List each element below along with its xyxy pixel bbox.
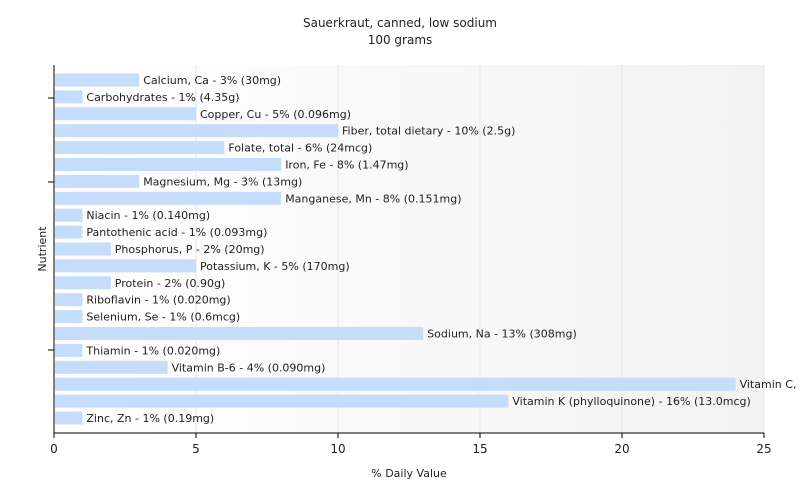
bar-label: Zinc, Zn - 1% (0.19mg): [86, 412, 214, 425]
bar-label: Magnesium, Mg - 3% (13mg): [143, 175, 302, 188]
bar-label: Copper, Cu - 5% (0.096mg): [200, 108, 351, 121]
bar: [55, 310, 83, 324]
bar: [55, 107, 196, 121]
bar-label: Phosphorus, P - 2% (20mg): [115, 243, 265, 256]
bar: [55, 141, 225, 155]
bar-label: Fiber, total dietary - 10% (2.5g): [342, 125, 515, 138]
bar: [55, 73, 140, 87]
bar-label: Vitamin B-6 - 4% (0.090mg): [172, 361, 326, 374]
bar-label: Thiamin - 1% (0.020mg): [85, 344, 220, 357]
bar: [55, 191, 282, 205]
bar-label: Vitamin K (phylloquinone) - 16% (13.0mcg…: [512, 395, 750, 408]
bar-label: Niacin - 1% (0.140mg): [86, 209, 210, 222]
bar-label: Manganese, Mn - 8% (0.151mg): [285, 192, 461, 205]
bar: [55, 158, 282, 171]
bar: [55, 259, 196, 273]
bar: [55, 327, 424, 340]
bar-label: Potassium, K - 5% (170mg): [200, 260, 350, 273]
bar: [55, 360, 168, 374]
x-tick-label: 0: [50, 442, 58, 456]
bar-label: Pantothenic acid - 1% (0.093mg): [86, 226, 267, 239]
axes: 0 5 10 15 20 25: [48, 65, 772, 456]
chart-subtitle: 100 grams: [368, 33, 433, 47]
bars: Calcium, Ca - 3% (30mg) Carbohydrates - 1…: [55, 73, 800, 425]
bar: [55, 124, 338, 138]
x-tick-label: 25: [756, 442, 771, 456]
bar: [55, 343, 83, 357]
bar-label: Riboflavin - 1% (0.020mg): [86, 294, 230, 307]
x-tick-label: 20: [614, 442, 629, 456]
bar-label: Vitamin C, total ascorbic acid - 24% (14…: [740, 378, 800, 391]
bar: [55, 90, 83, 104]
x-tick-label: 5: [192, 442, 200, 456]
bar-label: Folate, total - 6% (24mcg): [228, 142, 372, 155]
x-tick-label: 15: [472, 442, 487, 456]
bar-label: Selenium, Se - 1% (0.6mcg): [86, 311, 240, 324]
bar-label: Carbohydrates - 1% (4.35g): [86, 91, 239, 104]
bar: [55, 225, 83, 239]
bar: [55, 377, 736, 391]
bar: [55, 174, 140, 188]
bar: [55, 276, 111, 290]
bar: [55, 242, 111, 256]
x-tick-label: 10: [330, 442, 345, 456]
bar-label: Calcium, Ca - 3% (30mg): [143, 74, 281, 87]
bar-label: Protein - 2% (0.90g): [115, 277, 226, 290]
bar-label: Iron, Fe - 8% (1.47mg): [285, 159, 408, 172]
bar-label: Sodium, Na - 13% (308mg): [427, 328, 577, 341]
x-axis-label: % Daily Value: [371, 467, 447, 480]
bar: [55, 293, 83, 307]
bar: [55, 208, 83, 222]
bar: [55, 411, 83, 425]
y-axis-label: Nutrient: [36, 226, 49, 272]
bar: [55, 394, 509, 408]
chart-title: Sauerkraut, canned, low sodium: [303, 16, 497, 30]
